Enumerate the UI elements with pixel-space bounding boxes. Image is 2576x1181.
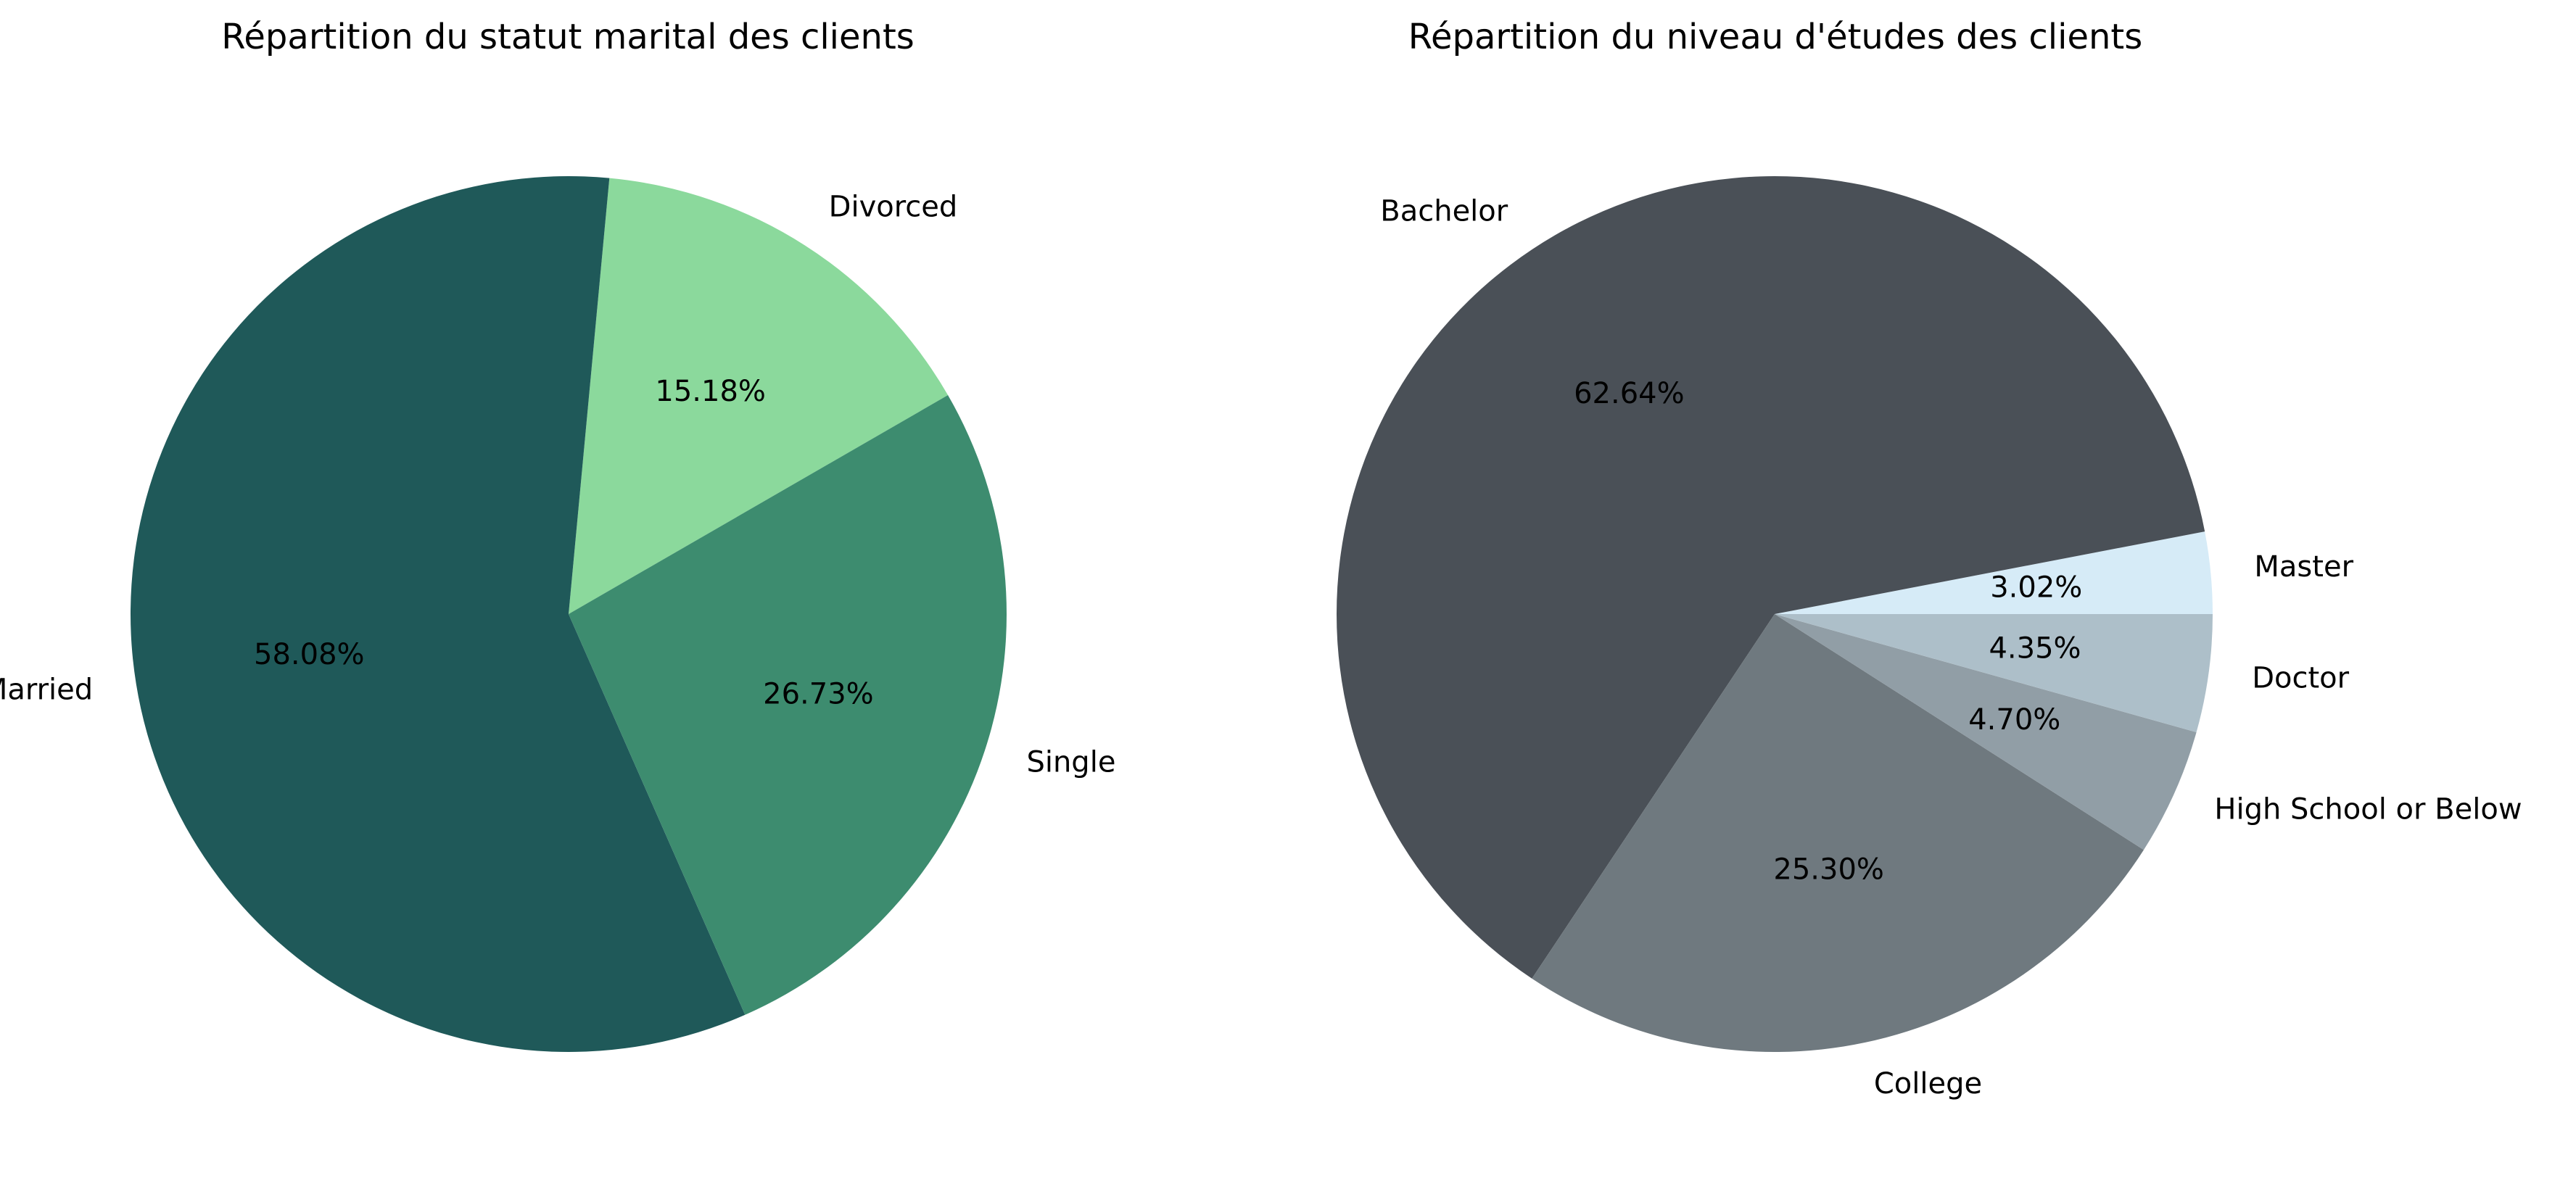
slice-label-single: Single bbox=[1026, 746, 1115, 779]
marital-status-chart-title: Répartition du statut marital des client… bbox=[221, 17, 915, 57]
education-level-pie: Master 3.02% Bachelor 62.64% College 25.30% Hi… bbox=[1337, 176, 2522, 1101]
slice-percent-divorced: 15.18% bbox=[655, 375, 766, 408]
marital-status-pie: Divorced 15.18% Married 58.08% Single 26.73% bbox=[0, 175, 1115, 1052]
pie-slice-college bbox=[1532, 614, 2144, 1053]
pie-slice-doctor bbox=[1775, 614, 2213, 733]
slice-label-married: Married bbox=[0, 673, 93, 706]
slice-percent-single: 26.73% bbox=[763, 678, 874, 711]
pie-slice-married bbox=[131, 175, 746, 1052]
education-level-chart-title: Répartition du niveau d'études des clien… bbox=[1408, 17, 2142, 57]
pie-slice-high-school-or-below bbox=[1775, 614, 2197, 850]
pie-slice-single bbox=[569, 395, 1007, 1015]
pie-slice-divorced bbox=[569, 178, 949, 614]
slice-percent-college: 25.30% bbox=[1773, 853, 1884, 887]
pie-slice-bachelor bbox=[1337, 176, 2205, 979]
pie-slice-master bbox=[1775, 531, 2213, 614]
slice-label-bachelor: Bachelor bbox=[1380, 195, 1508, 228]
slice-label-master: Master bbox=[2254, 550, 2353, 584]
slice-percent-master: 3.02% bbox=[1990, 571, 2082, 605]
slice-percent-married: 58.08% bbox=[254, 638, 365, 671]
slice-percent-high-school-or-below: 4.70% bbox=[1968, 703, 2060, 737]
slice-label-doctor: Doctor bbox=[2252, 662, 2349, 695]
slice-label-college: College bbox=[1874, 1067, 1982, 1101]
slice-percent-bachelor: 62.64% bbox=[1574, 377, 1685, 410]
slice-label-divorced: Divorced bbox=[829, 191, 958, 224]
slice-percent-doctor: 4.35% bbox=[1989, 631, 2081, 665]
slice-label-high-school-or-below: High School or Below bbox=[2214, 792, 2522, 826]
